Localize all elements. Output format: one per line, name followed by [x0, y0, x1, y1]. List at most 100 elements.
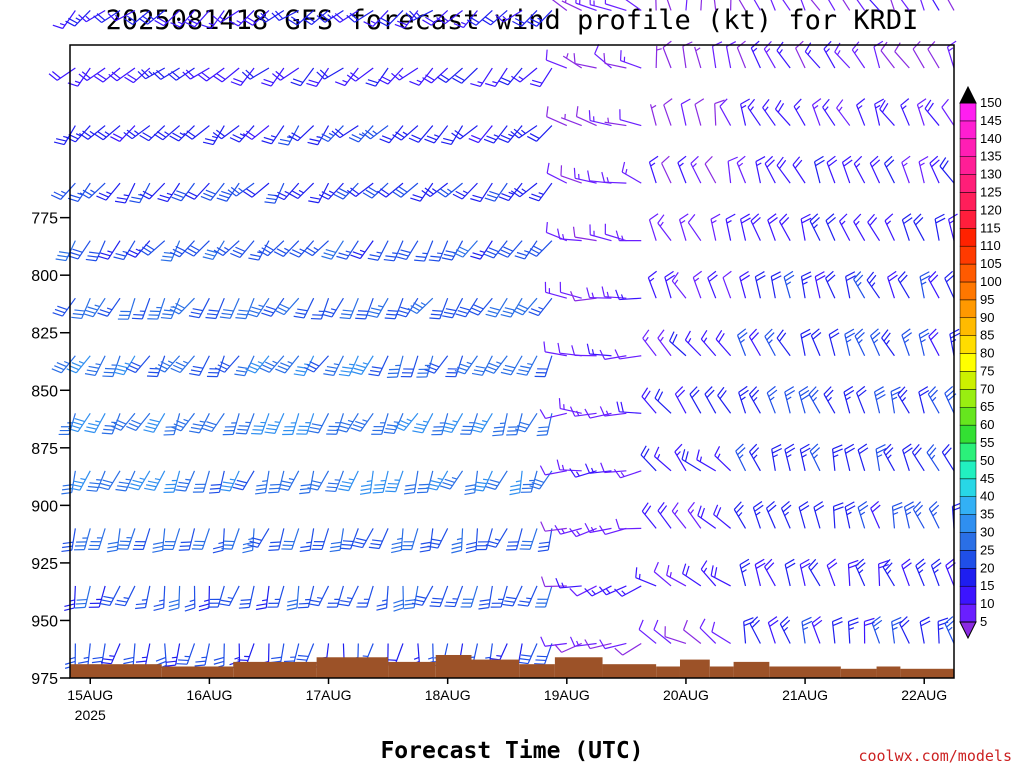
barb-flag: [88, 365, 99, 369]
barb-half-flag: [125, 478, 131, 481]
wind-barb: [484, 182, 508, 202]
barb-half-flag: [565, 53, 569, 59]
barb-flag: [504, 600, 515, 603]
barb-staff: [765, 507, 776, 529]
barb-flag: [885, 159, 895, 168]
barb-staff: [229, 297, 240, 319]
barb-flag: [455, 74, 465, 82]
barb-flag: [486, 365, 497, 371]
barb-flag: [451, 541, 463, 546]
barb-staff: [589, 297, 612, 299]
wind-barb: [428, 240, 449, 262]
barb-flag: [162, 255, 173, 258]
barb-flag: [213, 656, 225, 661]
barb-flag: [292, 78, 304, 84]
barb-half-flag: [840, 220, 846, 226]
barb-flag: [299, 549, 311, 553]
wind-barb: [690, 155, 702, 184]
wind-barb: [274, 182, 300, 201]
barb-flag: [697, 505, 702, 516]
barb-flag: [190, 311, 202, 315]
wind-barb: [234, 355, 255, 377]
barb-staff: [433, 355, 449, 374]
barb-flag: [366, 314, 378, 318]
barb-flag: [878, 559, 889, 565]
barb-staff: [252, 528, 255, 551]
wind-barb: [569, 406, 597, 417]
barb-flag: [263, 309, 274, 314]
wind-barb: [653, 619, 672, 644]
barb-flag: [160, 361, 171, 367]
barb-staff: [135, 412, 151, 431]
barb-staff: [512, 585, 523, 607]
barb-staff: [782, 0, 791, 11]
barb-flag: [751, 447, 760, 456]
barb-staff: [254, 355, 270, 374]
barb-half-flag: [106, 307, 113, 311]
barb-flag: [518, 303, 529, 310]
barb-half-flag: [836, 50, 841, 56]
wind-barb: [657, 329, 672, 357]
barb-flag: [376, 603, 388, 607]
wind-barb: [495, 9, 523, 23]
wind-barb: [139, 182, 166, 200]
barb-flag: [871, 504, 881, 513]
barb-flag: [436, 76, 447, 83]
barb-staff: [654, 397, 672, 414]
wind-barb: [407, 297, 434, 315]
barb-half-flag: [80, 477, 86, 481]
wind-barb: [346, 9, 374, 23]
barb-flag: [325, 490, 336, 493]
barb-staff: [188, 528, 196, 550]
credit-link[interactable]: coolwx.com/models: [858, 747, 1012, 765]
wind-barb: [483, 355, 508, 374]
barb-flag: [323, 373, 334, 377]
barb-flag: [904, 501, 914, 508]
wind-barb: [733, 501, 747, 529]
barb-flag: [407, 307, 418, 315]
barb-flag: [338, 425, 349, 430]
barb-flag: [514, 255, 525, 260]
terrain-fill: [70, 654, 954, 678]
barb-flag: [217, 364, 228, 370]
barb-staff: [621, 171, 642, 184]
wind-barb: [946, 40, 957, 69]
barb-half-flag: [854, 48, 859, 54]
wind-barb: [299, 528, 315, 553]
wind-barb: [715, 330, 732, 357]
barb-staff: [206, 67, 225, 82]
wind-barb: [779, 616, 791, 644]
barb-flag: [153, 133, 164, 141]
barb-flag: [832, 616, 843, 623]
barb-half-flag: [607, 117, 610, 123]
barb-flag: [330, 545, 341, 549]
barb-flag: [269, 545, 280, 548]
barb-flag: [287, 599, 298, 603]
barb-flag: [465, 545, 477, 550]
barb-flag: [238, 425, 250, 427]
terrain-segment: [161, 666, 234, 678]
wind-barb: [114, 182, 136, 204]
colorbar-segment: [959, 514, 977, 533]
barb-half-flag: [462, 190, 469, 194]
barb-flag: [392, 134, 402, 141]
barb-flag: [128, 486, 139, 491]
barb-flag: [776, 41, 784, 51]
barb-flag: [353, 367, 364, 372]
y-tick-label: 925: [31, 556, 58, 573]
barb-flag: [297, 308, 308, 312]
barb-half-flag: [860, 511, 866, 516]
wind-barb: [510, 125, 538, 139]
barb-flag: [443, 311, 455, 315]
barb-flag: [771, 444, 782, 450]
wind-barb: [74, 585, 91, 609]
wind-barb: [426, 470, 449, 491]
barb-staff: [516, 413, 523, 435]
barb-flag: [318, 136, 329, 143]
barb-flag: [644, 505, 652, 515]
barb-flag: [184, 250, 195, 257]
wind-barb: [778, 213, 791, 241]
wind-barb: [147, 298, 166, 320]
wind-barb: [749, 616, 761, 644]
barb-half-flag: [461, 21, 467, 25]
